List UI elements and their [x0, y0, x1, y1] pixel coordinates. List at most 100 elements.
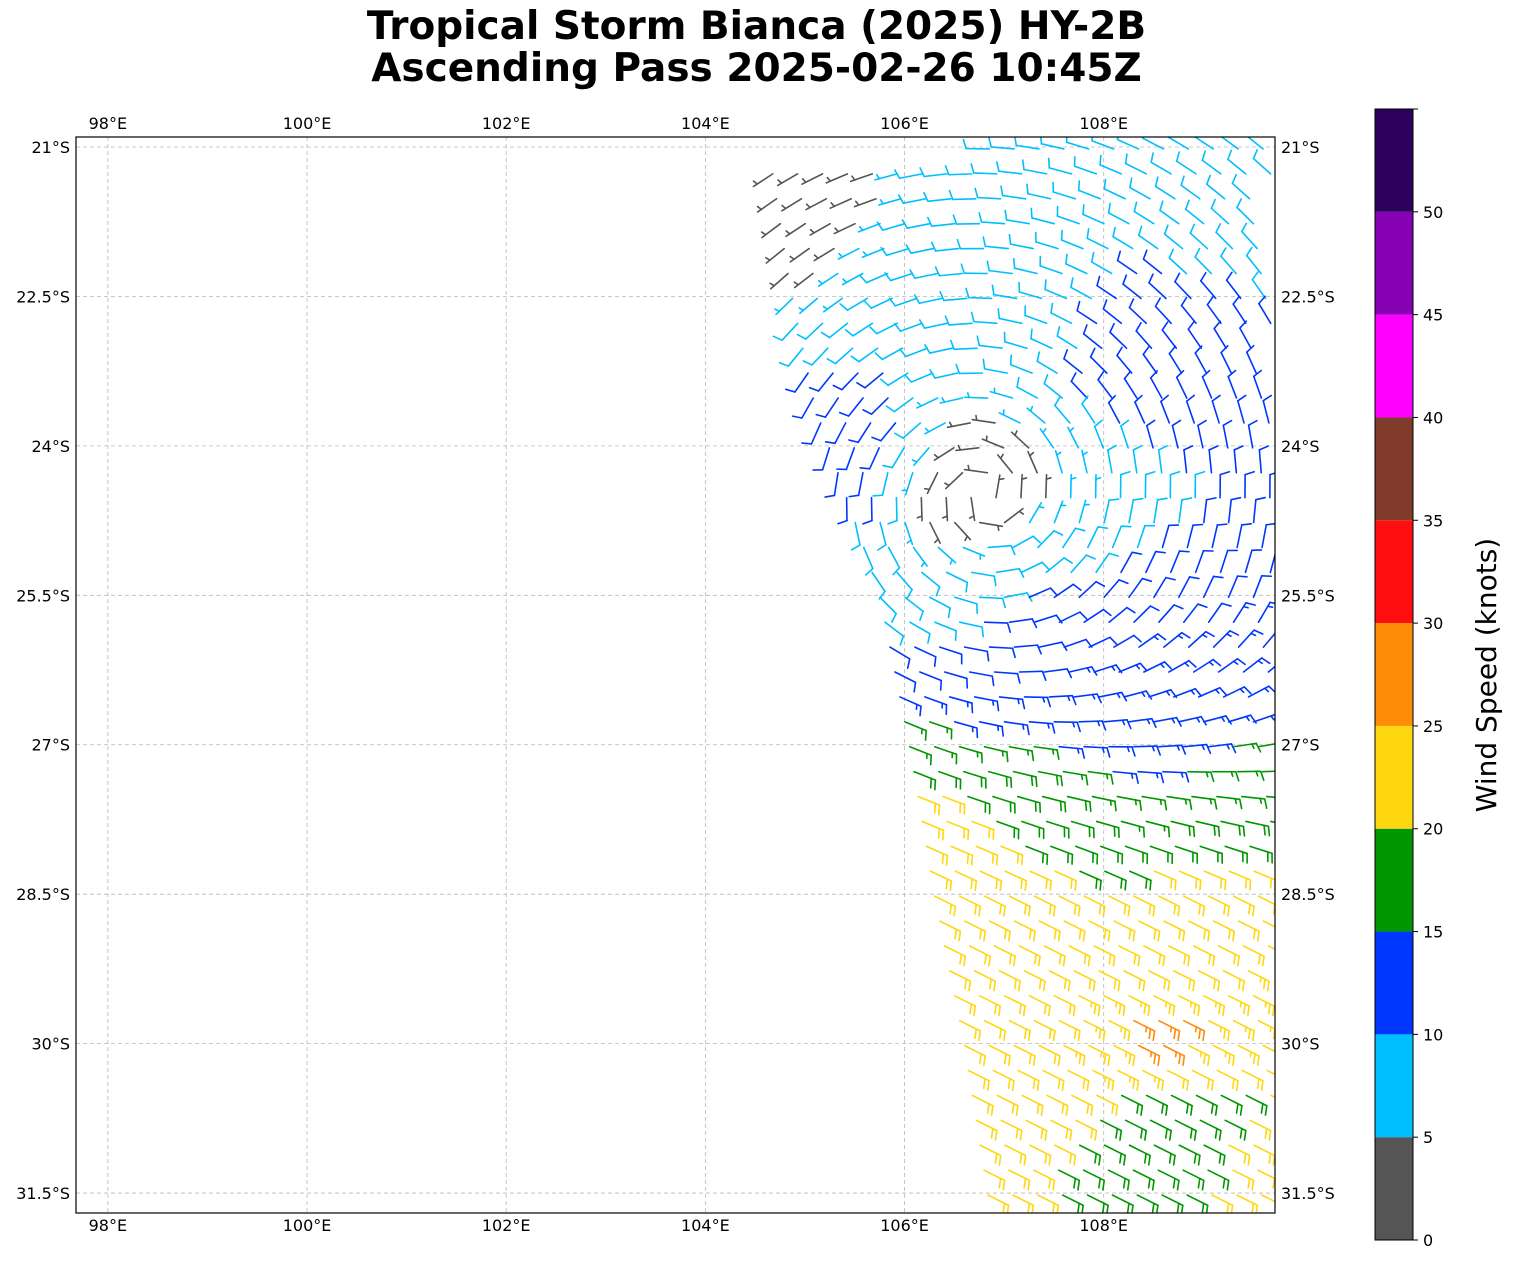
wind-barb: [1169, 470, 1181, 499]
wind-barb: [955, 363, 984, 375]
lat-tick-label-left: 21°S: [31, 138, 70, 157]
wind-barb: [1012, 535, 1041, 549]
wind-barb: [1073, 693, 1102, 704]
wind-barb: [884, 621, 905, 646]
lon-tick-label-top: 106°E: [880, 114, 929, 133]
wind-barb: [863, 297, 893, 309]
wind-barb: [965, 287, 993, 300]
wind-barb: [1241, 795, 1268, 810]
wind-barb: [1149, 845, 1174, 865]
wind-barb: [1197, 970, 1221, 992]
wind-barb: [1043, 373, 1064, 399]
wind-barb: [1082, 204, 1105, 225]
wind-barb: [1175, 151, 1197, 175]
colorbar-frame: [1374, 108, 1414, 1241]
wind-barb: [987, 544, 1016, 556]
wind-barb: [1149, 370, 1163, 399]
wind-barb: [946, 820, 970, 841]
wind-barb: [949, 339, 978, 351]
wind-barb: [1244, 549, 1263, 574]
wind-barb: [996, 820, 1020, 840]
wind-barb: [808, 372, 834, 392]
wind-barb: [1252, 369, 1263, 399]
wind-barb: [849, 173, 874, 183]
wind-barb: [1236, 523, 1252, 549]
wind-barb: [1153, 716, 1182, 727]
wind-barb: [1116, 795, 1143, 812]
wind-barb: [1093, 419, 1105, 449]
wind-barb: [1071, 1094, 1094, 1116]
wind-barb: [791, 397, 815, 419]
wind-barb: [1058, 1019, 1081, 1042]
wind-barb: [805, 197, 828, 211]
wind-barb: [986, 260, 1013, 275]
wind-barb: [1128, 1144, 1151, 1166]
wind-barb: [1227, 369, 1238, 399]
wind-barb: [1227, 995, 1250, 1017]
wind-barb: [941, 496, 949, 522]
wind-barb: [1095, 552, 1120, 574]
wind-barb: [1023, 696, 1052, 708]
wind-barb: [1161, 1194, 1184, 1213]
wind-barb: [1145, 820, 1171, 838]
wind-barb: [1033, 1019, 1056, 1042]
wind-barb: [1222, 419, 1233, 449]
wind-barb: [1199, 1119, 1222, 1141]
wind-barb: [1242, 945, 1265, 967]
wind-barb: [904, 596, 924, 622]
wind-barb: [1232, 602, 1256, 623]
wind-barb: [1171, 419, 1182, 449]
wind-barb: [1158, 604, 1184, 623]
lon-tick-label-bottom: 108°E: [1079, 1216, 1128, 1235]
wind-barb: [919, 167, 948, 178]
wind-barb: [820, 322, 849, 339]
wind-barb: [974, 187, 1002, 200]
wind-barb: [1008, 1019, 1031, 1042]
wind-barb: [929, 721, 953, 740]
wind-barb: [1046, 1094, 1069, 1116]
wind-barb: [1178, 995, 1201, 1017]
wind-barb: [982, 236, 1010, 250]
wind-barb: [1182, 743, 1212, 755]
wind-barb: [1262, 920, 1275, 928]
wind-barb: [1052, 181, 1077, 200]
wind-barb: [1113, 1044, 1136, 1067]
wind-barb: [1153, 576, 1176, 599]
wind-barb: [954, 521, 972, 542]
wind-barb: [1036, 351, 1058, 374]
wind-barb: [1153, 995, 1176, 1017]
wind-barb: [1075, 1119, 1098, 1141]
wind-barb: [1249, 1119, 1272, 1141]
wind-barb: [1233, 445, 1244, 474]
wind-barb: [1117, 1069, 1140, 1092]
wind-barbs: [752, 137, 1275, 1213]
wind-barb: [1173, 687, 1203, 698]
wind-barb: [1004, 1144, 1027, 1166]
wind-barb: [904, 521, 914, 546]
wind-barb: [1133, 1019, 1156, 1042]
wind-barb: [1023, 970, 1046, 992]
wind-barb: [1240, 222, 1259, 250]
wind-barb: [1143, 661, 1173, 673]
wind-barb: [1143, 945, 1166, 967]
wind-barb: [1197, 686, 1227, 698]
wind-barb: [943, 945, 967, 967]
gridlines: [76, 137, 1275, 1213]
wind-barb: [848, 471, 864, 498]
wind-barb: [1067, 1069, 1090, 1092]
lat-tick-label-left: 25.5°S: [16, 586, 70, 605]
wind-barb: [1090, 251, 1113, 275]
wind-barb: [752, 173, 774, 188]
wind-barb: [1053, 721, 1081, 733]
wind-barb: [955, 444, 980, 452]
wind-barb: [1145, 1094, 1169, 1116]
wind-barb: [872, 471, 889, 497]
wind-barb: [1034, 231, 1059, 250]
wind-barb: [1026, 405, 1046, 424]
wind-barb: [772, 322, 799, 342]
wind-barb: [833, 222, 856, 235]
wind-barb: [1010, 430, 1030, 449]
wind-barb: [1004, 209, 1031, 225]
wind-barb: [921, 820, 945, 841]
wind-barb: [1118, 662, 1148, 673]
